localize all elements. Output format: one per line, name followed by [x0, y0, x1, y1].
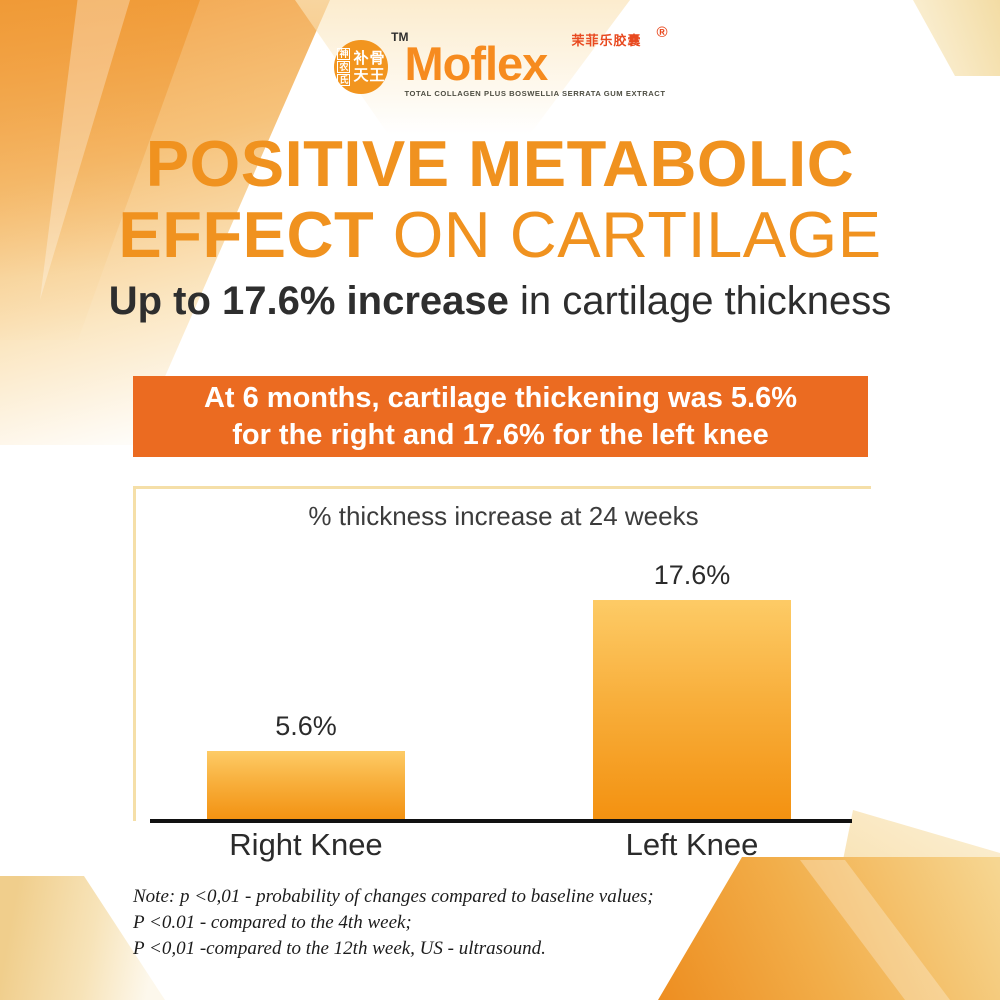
result-banner: At 6 months, cartilage thickening was 5.… — [133, 376, 868, 457]
bar-right-knee — [207, 751, 405, 821]
headline-line1-text: POSITIVE METABOLIC — [145, 127, 855, 200]
registered-symbol: ® — [656, 24, 668, 41]
brand-header: 神 农 氏 补骨 天王 TM 茉菲乐胶囊 ® Moflex TOTAL COLL… — [0, 24, 1000, 98]
seal-char-2: 农 — [337, 61, 351, 73]
decoration-bottom-right-orange — [658, 857, 1000, 1000]
headline-line2-regular: ON CARTILAGE — [374, 198, 882, 271]
category-label-left-knee: Left Knee — [625, 827, 759, 862]
brand-seal-main-column: 补骨 天王 — [353, 49, 386, 84]
subheadline-regular: in cartilage thickness — [508, 279, 892, 323]
decoration-bottom-right-seam — [800, 860, 950, 1000]
headline: POSITIVE METABOLIC EFFECT ON CARTILAGE — [0, 128, 1000, 270]
footnote-line1: Note: p <0,01 - probability of changes c… — [133, 886, 654, 907]
x-axis-line — [150, 819, 852, 823]
category-label-right-knee: Right Knee — [229, 827, 383, 862]
subheadline-bold: Up to 17.6% increase — [108, 279, 509, 323]
brand-seal: 神 农 氏 补骨 天王 TM — [334, 30, 408, 94]
headline-line2: EFFECT ON CARTILAGE — [0, 199, 1000, 270]
brand-wordmark-block: 茉菲乐胶囊 ® Moflex TOTAL COLLAGEN PLUS BOSWE… — [404, 24, 667, 98]
brand-seal-circle: 神 农 氏 补骨 天王 — [334, 40, 389, 94]
wordmark-chinese: 茉菲乐胶囊 — [571, 33, 642, 48]
seal-char-3: 氏 — [337, 74, 351, 86]
footnote-line3: P <0,01 -compared to the 12th week, US -… — [133, 938, 546, 959]
bar-value-label-left-knee: 17.6% — [653, 560, 731, 590]
banner-line1: At 6 months, cartilage thickening was 5.… — [203, 381, 798, 414]
bar-value-label-right-knee: 5.6% — [275, 711, 337, 741]
banner-line2: for the right and 17.6% for the left kne… — [232, 418, 769, 451]
decoration-bottom-right-pale — [815, 810, 1000, 1000]
bar-chart: % thickness increase at 24 weeks 5.6% 17… — [133, 486, 871, 862]
chart-title: % thickness increase at 24 weeks — [308, 501, 699, 531]
footnote: Note: p <0,01 - probability of changes c… — [133, 884, 654, 962]
bar-left-knee — [593, 600, 791, 821]
brand-tagline: TOTAL COLLAGEN PLUS BOSWELLIA SERRATA GU… — [404, 89, 666, 98]
seal-main-top: 补骨 — [353, 49, 386, 67]
seal-main-bottom: 天王 — [353, 66, 386, 84]
headline-line1: POSITIVE METABOLIC — [0, 128, 1000, 199]
subheadline: Up to 17.6% increase in cartilage thickn… — [0, 279, 1000, 324]
headline-line2-bold: EFFECT — [118, 198, 375, 271]
seal-char-1: 神 — [337, 48, 351, 60]
bar-column-right-knee: 5.6% — [207, 711, 405, 821]
footnote-line2: P <0.01 - compared to the 4th week; — [133, 912, 412, 933]
bar-column-left-knee: 17.6% — [593, 560, 791, 821]
brand-seal-side-column: 神 农 氏 — [337, 48, 351, 86]
